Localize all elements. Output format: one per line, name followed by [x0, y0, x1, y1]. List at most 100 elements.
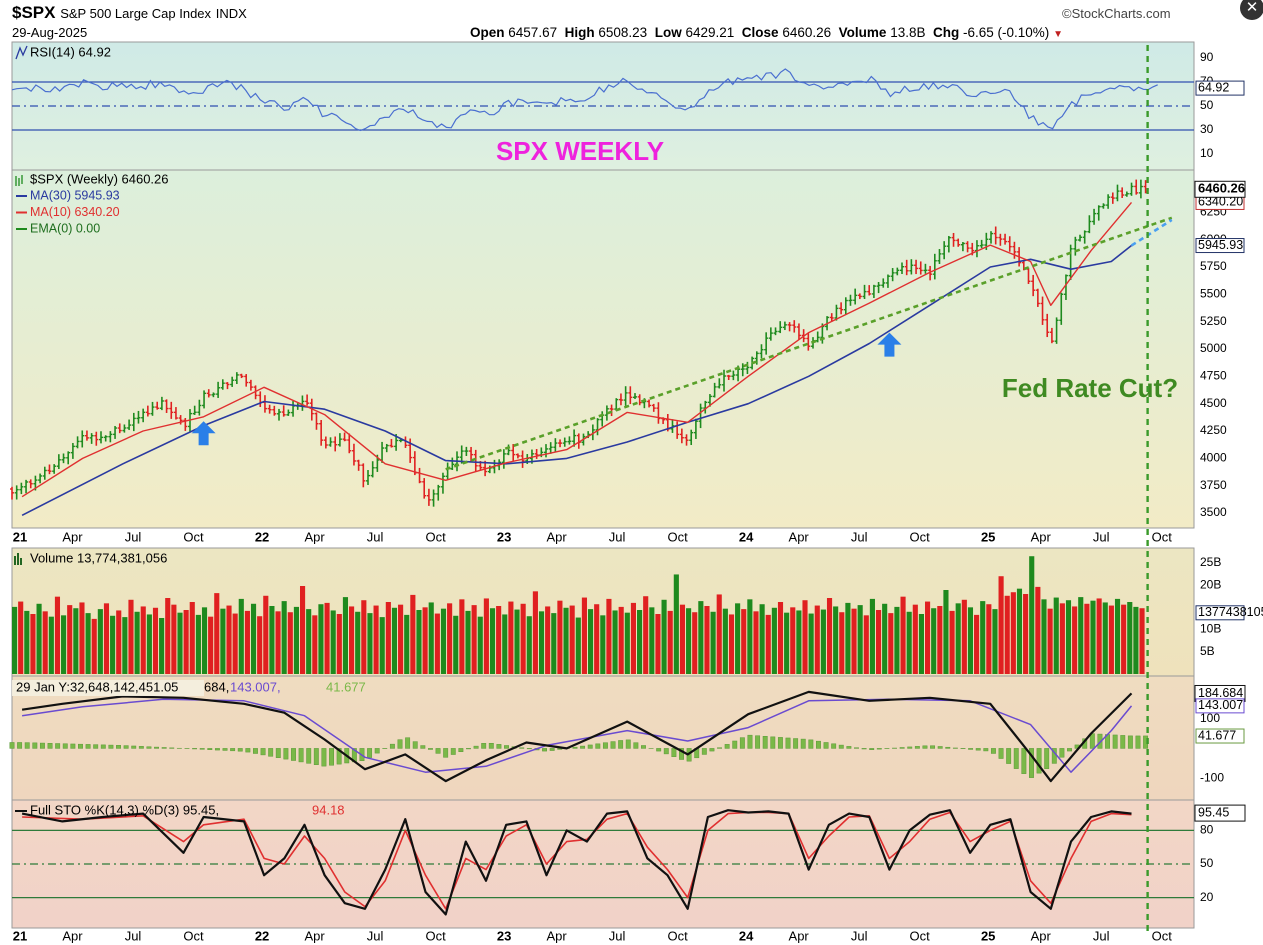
- macd-histogram-bar: [1044, 748, 1050, 769]
- bottom-x-tick-label: Oct: [668, 928, 689, 943]
- macd-histogram-bar: [937, 746, 943, 749]
- volume-bar: [440, 608, 447, 674]
- volume-bar: [771, 607, 777, 674]
- macd-histogram-bar: [983, 748, 989, 752]
- volume-bar: [508, 601, 514, 674]
- volume-bar: [728, 614, 735, 674]
- volume-bar: [36, 603, 42, 674]
- ma30-value-label: 5945.93: [1198, 238, 1243, 252]
- source-credit: ©StockCharts.com: [1062, 6, 1171, 21]
- volume-bar: [220, 608, 226, 674]
- volume-bar: [1121, 604, 1127, 674]
- bottom-x-tick-label: Apr: [546, 928, 567, 943]
- macd-histogram-bar: [747, 734, 753, 749]
- bottom-x-tick-label: Oct: [1152, 928, 1173, 943]
- volume-bar: [1059, 603, 1065, 674]
- volume-bar: [575, 617, 581, 674]
- macd-histogram-bar: [823, 742, 829, 749]
- bottom-x-tick-label: 24: [739, 928, 754, 943]
- spx-weekly-annotation: SPX WEEKLY: [496, 136, 664, 166]
- macd-histogram-bar: [9, 742, 15, 749]
- volume-bar: [784, 612, 790, 674]
- volume-bar: [630, 602, 637, 674]
- macd-histogram-bar: [762, 736, 768, 749]
- x-tick-label: Oct: [1152, 529, 1173, 544]
- volume-tick-label: 20B: [1200, 577, 1221, 591]
- volume-bar: [955, 603, 961, 674]
- volume-bar: [1133, 606, 1139, 674]
- macd-histogram-bar: [641, 745, 646, 749]
- macd-histogram-bar: [154, 746, 160, 749]
- rsi-value-label: 64.92: [1198, 80, 1229, 94]
- macd-histogram-bar: [793, 738, 799, 749]
- volume-bar: [355, 611, 361, 674]
- volume-bar: [704, 606, 710, 674]
- volume-bar: [692, 612, 698, 674]
- volume-bar: [373, 605, 379, 674]
- volume-bar: [998, 576, 1004, 674]
- volume-bar: [269, 606, 275, 674]
- volume-bar: [489, 608, 496, 674]
- macd-histogram-bar: [808, 739, 814, 749]
- macd-histogram-bar: [800, 738, 806, 749]
- macd-histogram-bar: [854, 747, 859, 749]
- x-tick-label: Jul: [1093, 529, 1110, 544]
- volume-bar: [1139, 608, 1145, 674]
- volume-bar: [980, 601, 986, 674]
- volume-bar: [244, 610, 250, 674]
- bottom-x-tick-label: Oct: [183, 928, 204, 943]
- macd-histogram-bar: [78, 743, 83, 749]
- macd-histogram-bar: [466, 748, 471, 750]
- volume-bar: [232, 613, 238, 674]
- volume-bar: [1029, 556, 1035, 674]
- volume-bar: [54, 596, 61, 674]
- macd-tick-label: -100: [1200, 770, 1224, 784]
- volume-bar: [569, 605, 575, 674]
- ma10-value-label: 6340.20: [1198, 195, 1243, 209]
- bottom-x-tick-label: Apr: [1031, 928, 1052, 943]
- bottom-x-tick-label: Apr: [304, 928, 325, 943]
- volume-tick-label: 25B: [1200, 555, 1221, 569]
- close-button[interactable]: ✕: [1240, 0, 1263, 20]
- volume-bar: [30, 614, 36, 674]
- bottom-x-tick-label: Apr: [62, 928, 83, 943]
- x-tick-label: Oct: [425, 529, 446, 544]
- macd-histogram-bar: [222, 748, 228, 751]
- price-legend-ma30: MA(30) 5945.93: [30, 188, 120, 202]
- macd-histogram-value-label-box: [1195, 728, 1245, 744]
- up-arrow-icon: [191, 421, 216, 446]
- macd-histogram-bar: [633, 742, 639, 749]
- x-tick-label: Oct: [183, 529, 204, 544]
- macd-histogram-bar: [625, 739, 631, 749]
- macd-histogram-bar: [253, 748, 258, 754]
- volume-bar: [612, 610, 618, 674]
- volume-legend: Volume 13,774,381,056: [30, 550, 167, 565]
- volume-bar: [1096, 598, 1102, 674]
- chart-date: 29-Aug-2025: [12, 25, 88, 40]
- macd-histogram-bar: [1029, 748, 1034, 778]
- bottom-x-tick-label: Oct: [425, 928, 446, 943]
- volume-bar: [293, 606, 299, 674]
- volume-bar: [900, 596, 906, 674]
- macd-histogram-bar: [237, 748, 243, 752]
- macd-histogram-bar: [374, 748, 380, 754]
- macd-histogram-bar: [298, 748, 304, 763]
- volume-bar: [808, 613, 814, 674]
- volume-bar: [471, 605, 477, 674]
- stochastic-value-box: [1194, 804, 1246, 822]
- volume-bar: [686, 608, 692, 674]
- macd-histogram-bar: [968, 748, 974, 750]
- volume-bar: [912, 604, 918, 674]
- close-value-label: 6460.26: [1198, 181, 1245, 196]
- macd-tick-label: 100: [1200, 711, 1220, 725]
- volume-bar: [134, 611, 140, 674]
- crosshair-readout: 29 Jan Y:32,648,142,451.05: [16, 679, 178, 694]
- volume-bar: [342, 597, 349, 674]
- volume-bar: [502, 614, 508, 674]
- ma30-value-label-box: [1195, 238, 1245, 254]
- bottom-x-tick-label: 22: [255, 928, 269, 943]
- stochastic-legend-d: 94.18: [312, 802, 345, 817]
- macd-histogram-bar: [656, 748, 662, 752]
- x-tick-label: Jul: [367, 529, 384, 544]
- bottom-x-tick-label: 25: [981, 928, 995, 943]
